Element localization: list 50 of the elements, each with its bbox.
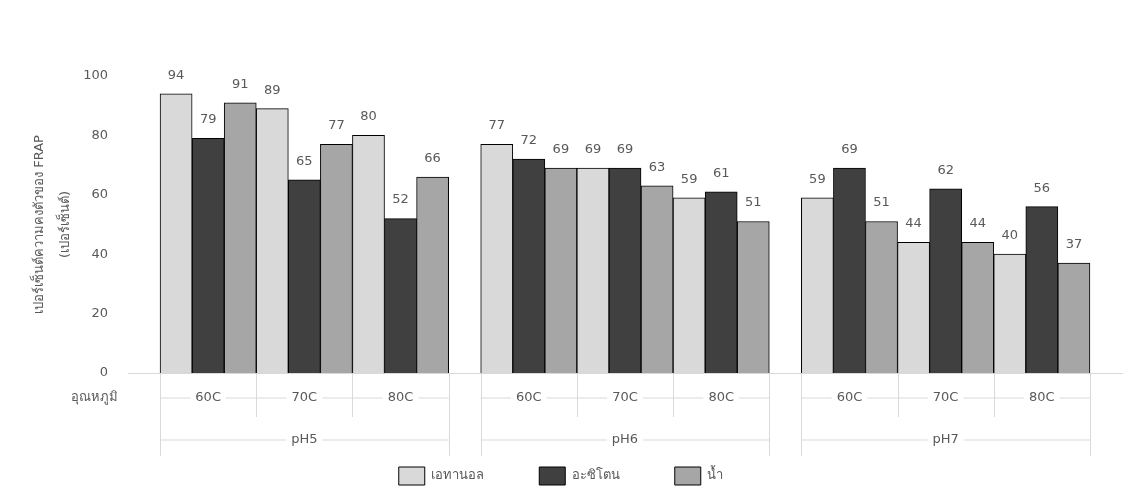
data-label: 69 [616, 140, 634, 156]
text: pH6 [611, 431, 639, 447]
data-label: 37 [1065, 235, 1083, 251]
x-tick-label: 70C [932, 389, 959, 405]
data-label: 62 [937, 161, 954, 177]
y-tick-label: 100 [83, 67, 108, 83]
data-label: 91 [231, 75, 249, 91]
text: pH7 [932, 431, 959, 447]
data-label: 65 [296, 152, 313, 168]
y-tick-label: 40 [91, 245, 108, 261]
legend-label: น้ำ [707, 465, 724, 483]
text: pH5 [291, 431, 318, 447]
data-label: 59 [809, 170, 826, 186]
x-tick-label: 80C [708, 389, 735, 405]
x-tick-label: 80C [387, 389, 414, 405]
data-label: 44 [905, 215, 922, 231]
data-label: 72 [520, 132, 538, 148]
legend-label: เอทานอล [431, 467, 485, 483]
data-label: 80 [360, 108, 377, 124]
data-label: 63 [648, 158, 666, 174]
data-label: 69 [552, 140, 570, 156]
data-label: 69 [841, 140, 858, 156]
x-tick-label: 80C [1029, 389, 1055, 405]
data-label: 56 [1033, 179, 1051, 195]
x-tick-label: 60C [836, 389, 863, 405]
data-label: 40 [1001, 227, 1019, 243]
data-label: 79 [199, 111, 217, 127]
y-axis-title: เปอร์เซ็นต์ความคงตัวของ FRAP (เปอร์เซ็นต์) [29, 134, 73, 314]
x-tick-label: 70C [291, 389, 318, 405]
data-label: 44 [969, 215, 986, 231]
x-tick-label: 70C [612, 389, 638, 405]
data-label: 51 [873, 194, 890, 210]
y-tick-label: 0 [99, 364, 108, 380]
x-tick-label: 60C [195, 389, 221, 405]
data-label: 59 [680, 170, 698, 186]
legend-label: อะซิโตน [571, 467, 620, 483]
data-label: 94 [167, 66, 185, 82]
data-label: 69 [584, 140, 602, 156]
x-axis-title: อุณหภูมิ [71, 389, 118, 406]
data-label: 51 [744, 194, 762, 210]
data-label: 61 [712, 164, 730, 180]
data-label: 52 [392, 191, 409, 207]
y-tick-label: 80 [91, 126, 108, 142]
data-label: 89 [264, 81, 281, 97]
y-tick-label: 20 [91, 304, 108, 320]
data-label: 66 [424, 149, 441, 165]
x-tick-label: 60C [515, 389, 542, 405]
y-tick-label: 60 [91, 186, 108, 202]
data-label: 77 [488, 117, 506, 133]
data-label: 77 [328, 117, 345, 133]
